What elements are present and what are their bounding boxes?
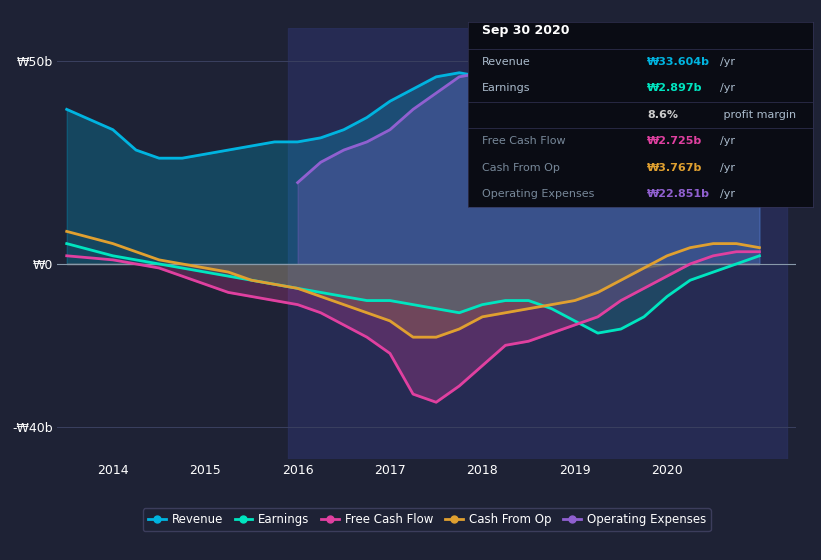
Bar (288, 28, 787, 459)
Text: Sep 30 2020: Sep 30 2020 (482, 24, 569, 36)
Text: /yr: /yr (720, 162, 735, 172)
Text: Cash From Op: Cash From Op (482, 162, 560, 172)
Text: profit margin: profit margin (720, 110, 796, 120)
Text: /yr: /yr (720, 83, 735, 94)
Text: Earnings: Earnings (482, 83, 530, 94)
Text: /yr: /yr (720, 57, 735, 67)
Text: Operating Expenses: Operating Expenses (482, 189, 594, 199)
Text: /yr: /yr (720, 136, 735, 146)
Text: /yr: /yr (720, 189, 735, 199)
Text: ₩22.851b: ₩22.851b (647, 189, 710, 199)
Legend: Revenue, Earnings, Free Cash Flow, Cash From Op, Operating Expenses: Revenue, Earnings, Free Cash Flow, Cash … (143, 508, 711, 531)
Text: Free Cash Flow: Free Cash Flow (482, 136, 566, 146)
Text: 8.6%: 8.6% (647, 110, 678, 120)
Text: ₩3.767b: ₩3.767b (647, 162, 703, 172)
Text: ₩2.897b: ₩2.897b (647, 83, 703, 94)
Text: Revenue: Revenue (482, 57, 530, 67)
Text: ₩33.604b: ₩33.604b (647, 57, 710, 67)
Text: ₩2.725b: ₩2.725b (647, 136, 703, 146)
